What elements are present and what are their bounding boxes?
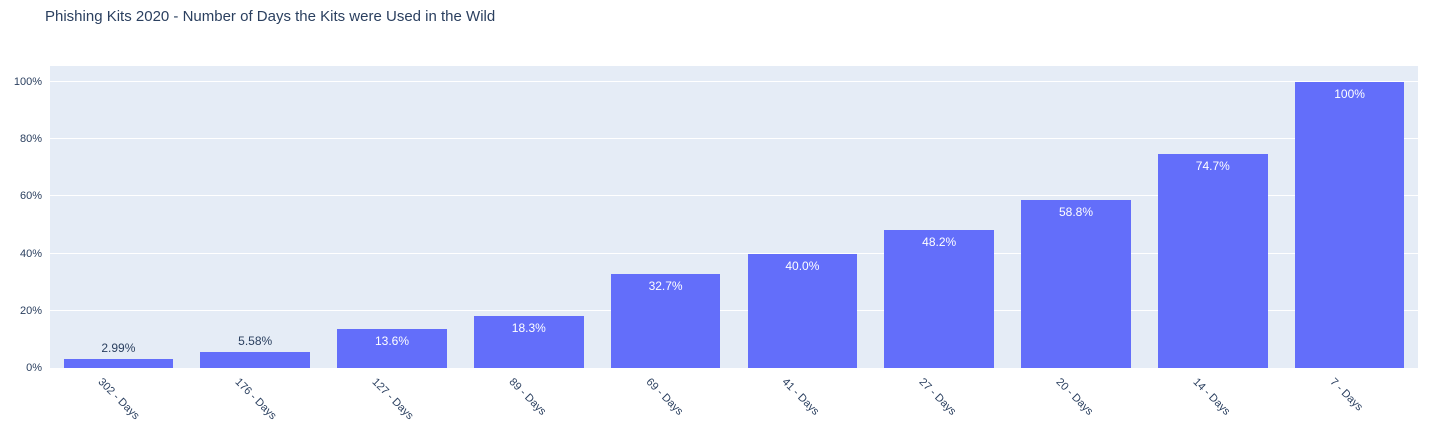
y-tick-label: 60%	[19, 190, 42, 203]
gridline-80	[50, 138, 1418, 140]
x-axis: 302 - Days 176 - Days 127 - Days 89 - Days 6…	[50, 368, 1418, 433]
x-tick-label: 127 - Days	[369, 376, 416, 423]
y-tick-label: 100%	[13, 76, 42, 89]
gridline-60	[50, 195, 1418, 197]
bar-value-label: 32.7%	[648, 279, 683, 294]
bar-value-label: 48.2%	[922, 235, 957, 250]
y-tick-label: 80%	[19, 133, 42, 146]
x-tick-label: 14 - Days	[1190, 376, 1233, 418]
bar-value-label: 2.99%	[101, 341, 136, 356]
bar-302-Days[interactable]	[63, 359, 174, 368]
bar-89-Days[interactable]: 18.3%	[474, 315, 584, 368]
bar-127-Days[interactable]: 13.6%	[337, 329, 447, 368]
x-tick-label: 27 - Days	[916, 376, 959, 418]
bar-20-Days[interactable]: 58.8%	[1021, 199, 1131, 368]
y-axis: 0% 20% 40% 60% 80% 100%	[0, 66, 48, 374]
bar-value-label: 5.58%	[238, 334, 273, 349]
x-tick-label: 20 - Days	[1053, 376, 1096, 418]
bar-value-label: 100%	[1334, 87, 1365, 102]
bar-176-Days[interactable]	[200, 352, 310, 368]
y-tick-label: 0%	[26, 362, 42, 374]
bar-value-label: 18.3%	[511, 320, 546, 335]
plot-area[interactable]: 2.99% 5.58% 13.6% 18.3% 32.7% 40.0% 48.2% 58.8%…	[50, 66, 1418, 368]
bar-69-Days[interactable]: 32.7%	[610, 274, 721, 368]
chart-title: Phishing Kits 2020 - Number of Days the …	[45, 8, 496, 25]
x-tick-label: 176 - Days	[232, 376, 279, 423]
gridline-20	[50, 309, 1418, 311]
x-tick-label: 302 - Days	[95, 376, 143, 423]
y-tick-label: 20%	[19, 304, 42, 317]
x-tick-label: 69 - Days	[643, 376, 685, 418]
bar-value-label: 40.0%	[785, 258, 820, 273]
bar-14-Days[interactable]: 74.7%	[1158, 154, 1268, 368]
y-tick-label: 40%	[19, 247, 42, 260]
bar-27-Days[interactable]: 48.2%	[884, 230, 994, 368]
bar-7-Days[interactable]: 100%	[1294, 82, 1405, 368]
gridline-40	[50, 252, 1418, 254]
gridline-100	[50, 81, 1418, 83]
bar-value-label: 13.6%	[374, 334, 409, 349]
x-tick-label: 89 - Days	[506, 376, 549, 418]
x-tick-label: 7 - Days	[1327, 376, 1365, 414]
bar-value-label: 74.7%	[1195, 159, 1230, 174]
bar-41-Days[interactable]: 40.0%	[747, 253, 858, 368]
bar-value-label: 58.8%	[1058, 204, 1093, 219]
x-tick-label: 41 - Days	[779, 376, 822, 418]
